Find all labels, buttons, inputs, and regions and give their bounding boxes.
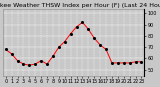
Point	[52, 56, 54, 57]
Point	[16, 60, 19, 61]
Title: Milwaukee Weather THSW Index per Hour (F) (Last 24 Hours): Milwaukee Weather THSW Index per Hour (F…	[0, 3, 160, 8]
Point	[128, 62, 131, 64]
Point	[111, 62, 113, 64]
Point	[87, 28, 90, 30]
Point	[22, 63, 25, 65]
Point	[4, 49, 7, 50]
Point	[34, 63, 36, 65]
Point	[58, 46, 60, 48]
Point	[28, 64, 31, 66]
Point	[140, 61, 143, 62]
Point	[122, 62, 125, 64]
Point	[69, 33, 72, 34]
Point	[99, 44, 101, 46]
Point	[46, 63, 48, 65]
Point	[40, 60, 42, 61]
Point	[116, 62, 119, 64]
Point	[10, 53, 13, 55]
Point	[105, 49, 107, 50]
Point	[75, 26, 78, 28]
Point	[134, 61, 137, 62]
Point	[64, 41, 66, 42]
Point	[93, 37, 96, 39]
Point	[81, 22, 84, 23]
